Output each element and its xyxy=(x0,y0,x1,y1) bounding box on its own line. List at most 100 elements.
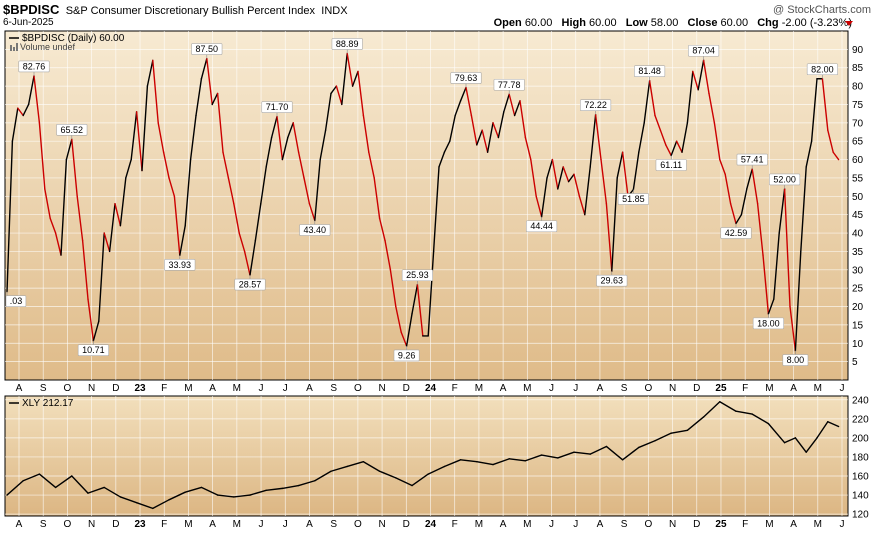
y-tick-label: 20 xyxy=(852,302,864,313)
series-segment xyxy=(49,217,57,234)
chg-value: -2.00 (-3.23%) xyxy=(781,17,852,29)
series-segment xyxy=(762,254,770,315)
y-tick-label: 30 xyxy=(852,265,864,276)
series-segment xyxy=(71,475,89,494)
series-segment xyxy=(827,129,834,153)
series-segment xyxy=(589,445,608,455)
peak-label: 10.71 xyxy=(77,340,109,356)
series-segment xyxy=(233,494,251,498)
series-segment xyxy=(654,114,662,131)
series-segment xyxy=(508,458,527,462)
label-box xyxy=(736,153,768,166)
x-tick-label: D xyxy=(403,383,410,394)
series-segment xyxy=(524,136,532,161)
series-segment xyxy=(735,410,753,415)
open-value: 60.00 xyxy=(524,17,553,29)
label-box xyxy=(56,124,88,136)
peak-label: 82.00 xyxy=(806,63,838,79)
label-text: 57.41 xyxy=(741,155,764,165)
series-segment xyxy=(821,78,829,131)
series-segment xyxy=(17,107,24,117)
series-segment xyxy=(767,422,786,444)
series-segment xyxy=(524,454,543,462)
series-segment xyxy=(179,225,186,257)
series-segment xyxy=(87,298,95,342)
series-segment xyxy=(481,129,489,153)
x-tick-label: F xyxy=(452,519,458,530)
label-box xyxy=(18,60,50,73)
legend-entry: $BPDISC (Daily) 60.00 xyxy=(22,33,125,44)
x-tick-label: 24 xyxy=(425,519,437,530)
series-segment xyxy=(135,501,154,510)
label-box xyxy=(526,220,558,233)
y-tick-label: 25 xyxy=(852,284,864,295)
x-tick-label: S xyxy=(330,383,337,394)
series-segment xyxy=(783,437,797,444)
high-label: High xyxy=(561,17,586,29)
label-text: 65.52 xyxy=(61,125,84,135)
series-segment xyxy=(513,100,521,117)
series-segment xyxy=(713,122,721,161)
x-tick-label: M xyxy=(814,383,822,394)
series-segment xyxy=(459,459,478,463)
x-tick-label: J xyxy=(573,519,578,530)
series-segment xyxy=(389,269,397,308)
peak-label: 87.04 xyxy=(688,44,720,61)
label-text: 77.78 xyxy=(498,80,521,90)
series-segment xyxy=(243,250,251,276)
peak-label: 77.78 xyxy=(493,78,525,95)
series-segment xyxy=(173,195,181,257)
label-text: 25.93 xyxy=(406,270,429,280)
label-box xyxy=(752,317,784,330)
series-segment xyxy=(168,177,176,198)
volume-bar xyxy=(10,45,12,51)
series-segment xyxy=(303,177,311,205)
x-tick-label: A xyxy=(16,383,23,394)
x-tick-label: 25 xyxy=(715,519,727,530)
series-segment xyxy=(81,239,89,300)
x-tick-label: M xyxy=(523,519,531,530)
series-segment xyxy=(281,136,289,161)
series-segment xyxy=(567,173,575,183)
peak-label: 82.76 xyxy=(18,60,50,76)
volume-bars-icon xyxy=(10,43,18,51)
x-tick-label: 25 xyxy=(715,383,727,394)
series-segment xyxy=(405,313,413,347)
x-tick-label: J xyxy=(283,383,288,394)
series-segment xyxy=(702,59,710,95)
series-segment xyxy=(746,168,753,190)
volume-bar xyxy=(16,43,18,51)
chart-date: 6-Jun-2025 xyxy=(3,17,54,28)
low-value: 58.00 xyxy=(650,17,679,29)
label-box xyxy=(77,344,109,356)
series-segment xyxy=(508,93,516,117)
x-tick-label: O xyxy=(354,383,362,394)
x-tick-label: 24 xyxy=(425,383,437,394)
label-text: 10.71 xyxy=(82,345,105,355)
label-box xyxy=(688,44,720,57)
x-tick-label: N xyxy=(669,383,676,394)
y-tick-label: 50 xyxy=(852,192,864,203)
series-segment xyxy=(276,115,284,161)
series-segment xyxy=(767,298,775,315)
series-segment xyxy=(578,195,586,216)
y-tick-label: 40 xyxy=(852,229,864,240)
series-segment xyxy=(486,122,494,153)
y-tick-label: 10 xyxy=(852,339,864,350)
series-segment xyxy=(38,473,57,489)
label-text: 42.59 xyxy=(725,228,748,238)
x-tick-label: N xyxy=(88,383,95,394)
series-segment xyxy=(497,111,505,139)
series-segment xyxy=(427,250,435,337)
peak-label: 42.59 xyxy=(720,223,752,239)
peak-label: 81.48 xyxy=(634,65,666,81)
series-segment xyxy=(362,114,370,153)
series-segment xyxy=(476,129,483,146)
peak-label: 44.44 xyxy=(526,216,558,233)
series-segment xyxy=(378,217,386,242)
series-segment xyxy=(692,70,699,91)
peak-label: 88.89 xyxy=(331,38,363,54)
plot-area xyxy=(4,395,849,517)
